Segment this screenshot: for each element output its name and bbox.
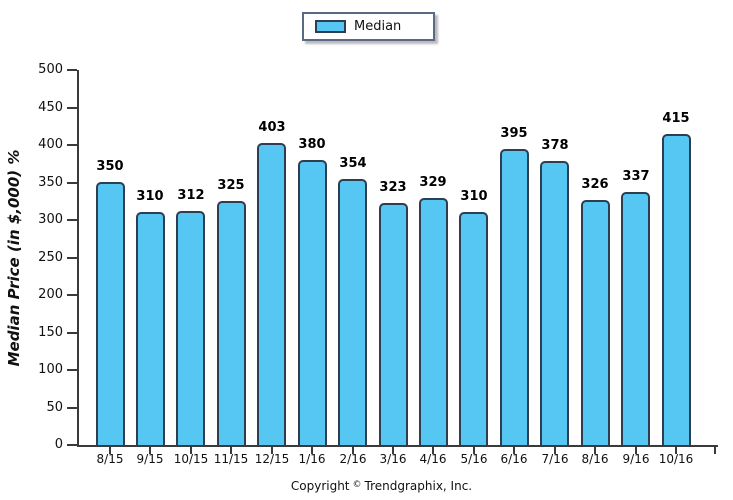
bar-value-label: 325: [217, 178, 245, 193]
bar: [540, 161, 569, 445]
x-tick: [271, 447, 273, 454]
bar: [662, 134, 691, 445]
bar-value-label: 403: [258, 120, 286, 135]
y-tick: [67, 294, 77, 296]
copyright-prefix: Copyright: [290, 479, 350, 493]
bar: [621, 192, 650, 445]
y-tick: [67, 69, 77, 71]
y-tick-label: 150: [38, 324, 63, 340]
x-tick: [554, 447, 556, 454]
x-tick: [149, 447, 151, 454]
bar-value-label: 312: [177, 188, 205, 203]
x-tick: [594, 447, 596, 454]
y-tick-label: 100: [38, 362, 63, 377]
bar-value-label: 415: [662, 111, 690, 126]
bar-value-label: 323: [379, 180, 407, 195]
bar: [176, 211, 205, 445]
bar: [96, 182, 125, 445]
x-tick: [675, 447, 677, 454]
bar: [419, 198, 448, 445]
bar-value-label: 378: [541, 138, 569, 153]
x-tick: [392, 447, 394, 454]
x-tick-label: 6/16: [500, 452, 528, 466]
y-tick: [67, 369, 77, 371]
y-tick: [67, 406, 77, 409]
bar-value-label: 310: [460, 189, 488, 204]
x-tick-label: 3/16: [379, 452, 407, 466]
y-tick-label: 400: [38, 137, 63, 152]
bar-value-label: 329: [419, 175, 447, 190]
bar: [500, 149, 529, 445]
x-tick-label: 2/16: [339, 452, 367, 466]
x-tick-label: 8/15: [96, 452, 124, 466]
y-axis-line: [77, 70, 79, 447]
bar: [136, 212, 165, 445]
y-tick-label: 50: [46, 399, 63, 415]
copyright-suffix: Trendgraphix, Inc.: [364, 479, 473, 493]
x-tick: [190, 447, 192, 454]
x-tick: [109, 447, 111, 454]
y-tick: [67, 181, 77, 184]
bar: [379, 203, 408, 445]
y-tick-label: 500: [38, 62, 63, 77]
legend: Median: [302, 12, 435, 41]
bar-value-label: 310: [136, 189, 164, 204]
x-tick: [352, 447, 354, 454]
bar-value-label: 337: [622, 169, 650, 184]
bar: [257, 143, 286, 445]
x-tick-label: 9/15: [136, 452, 164, 466]
bar-value-label: 350: [96, 159, 124, 174]
y-tick-label: 0: [54, 437, 63, 452]
bar: [581, 200, 610, 445]
bar: [217, 201, 246, 445]
x-tick: [513, 447, 515, 454]
x-tick-label: 10/15: [173, 452, 209, 466]
x-axis-line: [77, 445, 718, 447]
copyright-symbol: ©: [352, 480, 362, 490]
y-tick-label: 200: [38, 287, 63, 302]
y-tick: [67, 444, 77, 446]
y-tick-label: 250: [38, 249, 63, 265]
x-tick-label: 12/15: [254, 452, 290, 466]
x-tick-label: 4/16: [419, 452, 447, 466]
bar-value-label: 395: [500, 126, 528, 141]
copyright-text: Copyright © Trendgraphix, Inc.: [30, 479, 733, 493]
y-tick: [67, 331, 77, 334]
y-tick: [67, 144, 77, 146]
x-tick-label: 9/16: [622, 452, 650, 466]
bar-value-label: 354: [339, 156, 367, 171]
bar: [459, 212, 488, 445]
x-tick-label: 1/16: [298, 452, 326, 466]
x-tick-label: 5/16: [460, 452, 488, 466]
bar: [338, 179, 367, 445]
x-tick: [311, 447, 313, 454]
x-tick: [230, 447, 232, 454]
y-tick-label: 350: [38, 174, 63, 190]
bar: [298, 160, 327, 445]
x-tick-label: 11/15: [213, 452, 249, 466]
bar-value-label: 380: [298, 137, 326, 152]
legend-swatch-icon: [315, 20, 346, 33]
x-tick-label: 7/16: [541, 452, 569, 466]
y-tick: [67, 219, 77, 221]
bar-value-label: 326: [581, 177, 609, 192]
x-axis-end-tick: [714, 447, 716, 454]
y-tick-label: 450: [38, 99, 63, 115]
x-tick: [473, 447, 475, 454]
y-tick: [67, 106, 77, 109]
x-tick: [432, 447, 434, 454]
y-tick-label: 300: [38, 212, 63, 227]
x-tick: [635, 447, 637, 454]
x-tick-label: 8/16: [581, 452, 609, 466]
legend-label: Median: [354, 19, 402, 34]
y-tick: [67, 256, 77, 259]
x-tick-label: 10/16: [658, 452, 694, 466]
